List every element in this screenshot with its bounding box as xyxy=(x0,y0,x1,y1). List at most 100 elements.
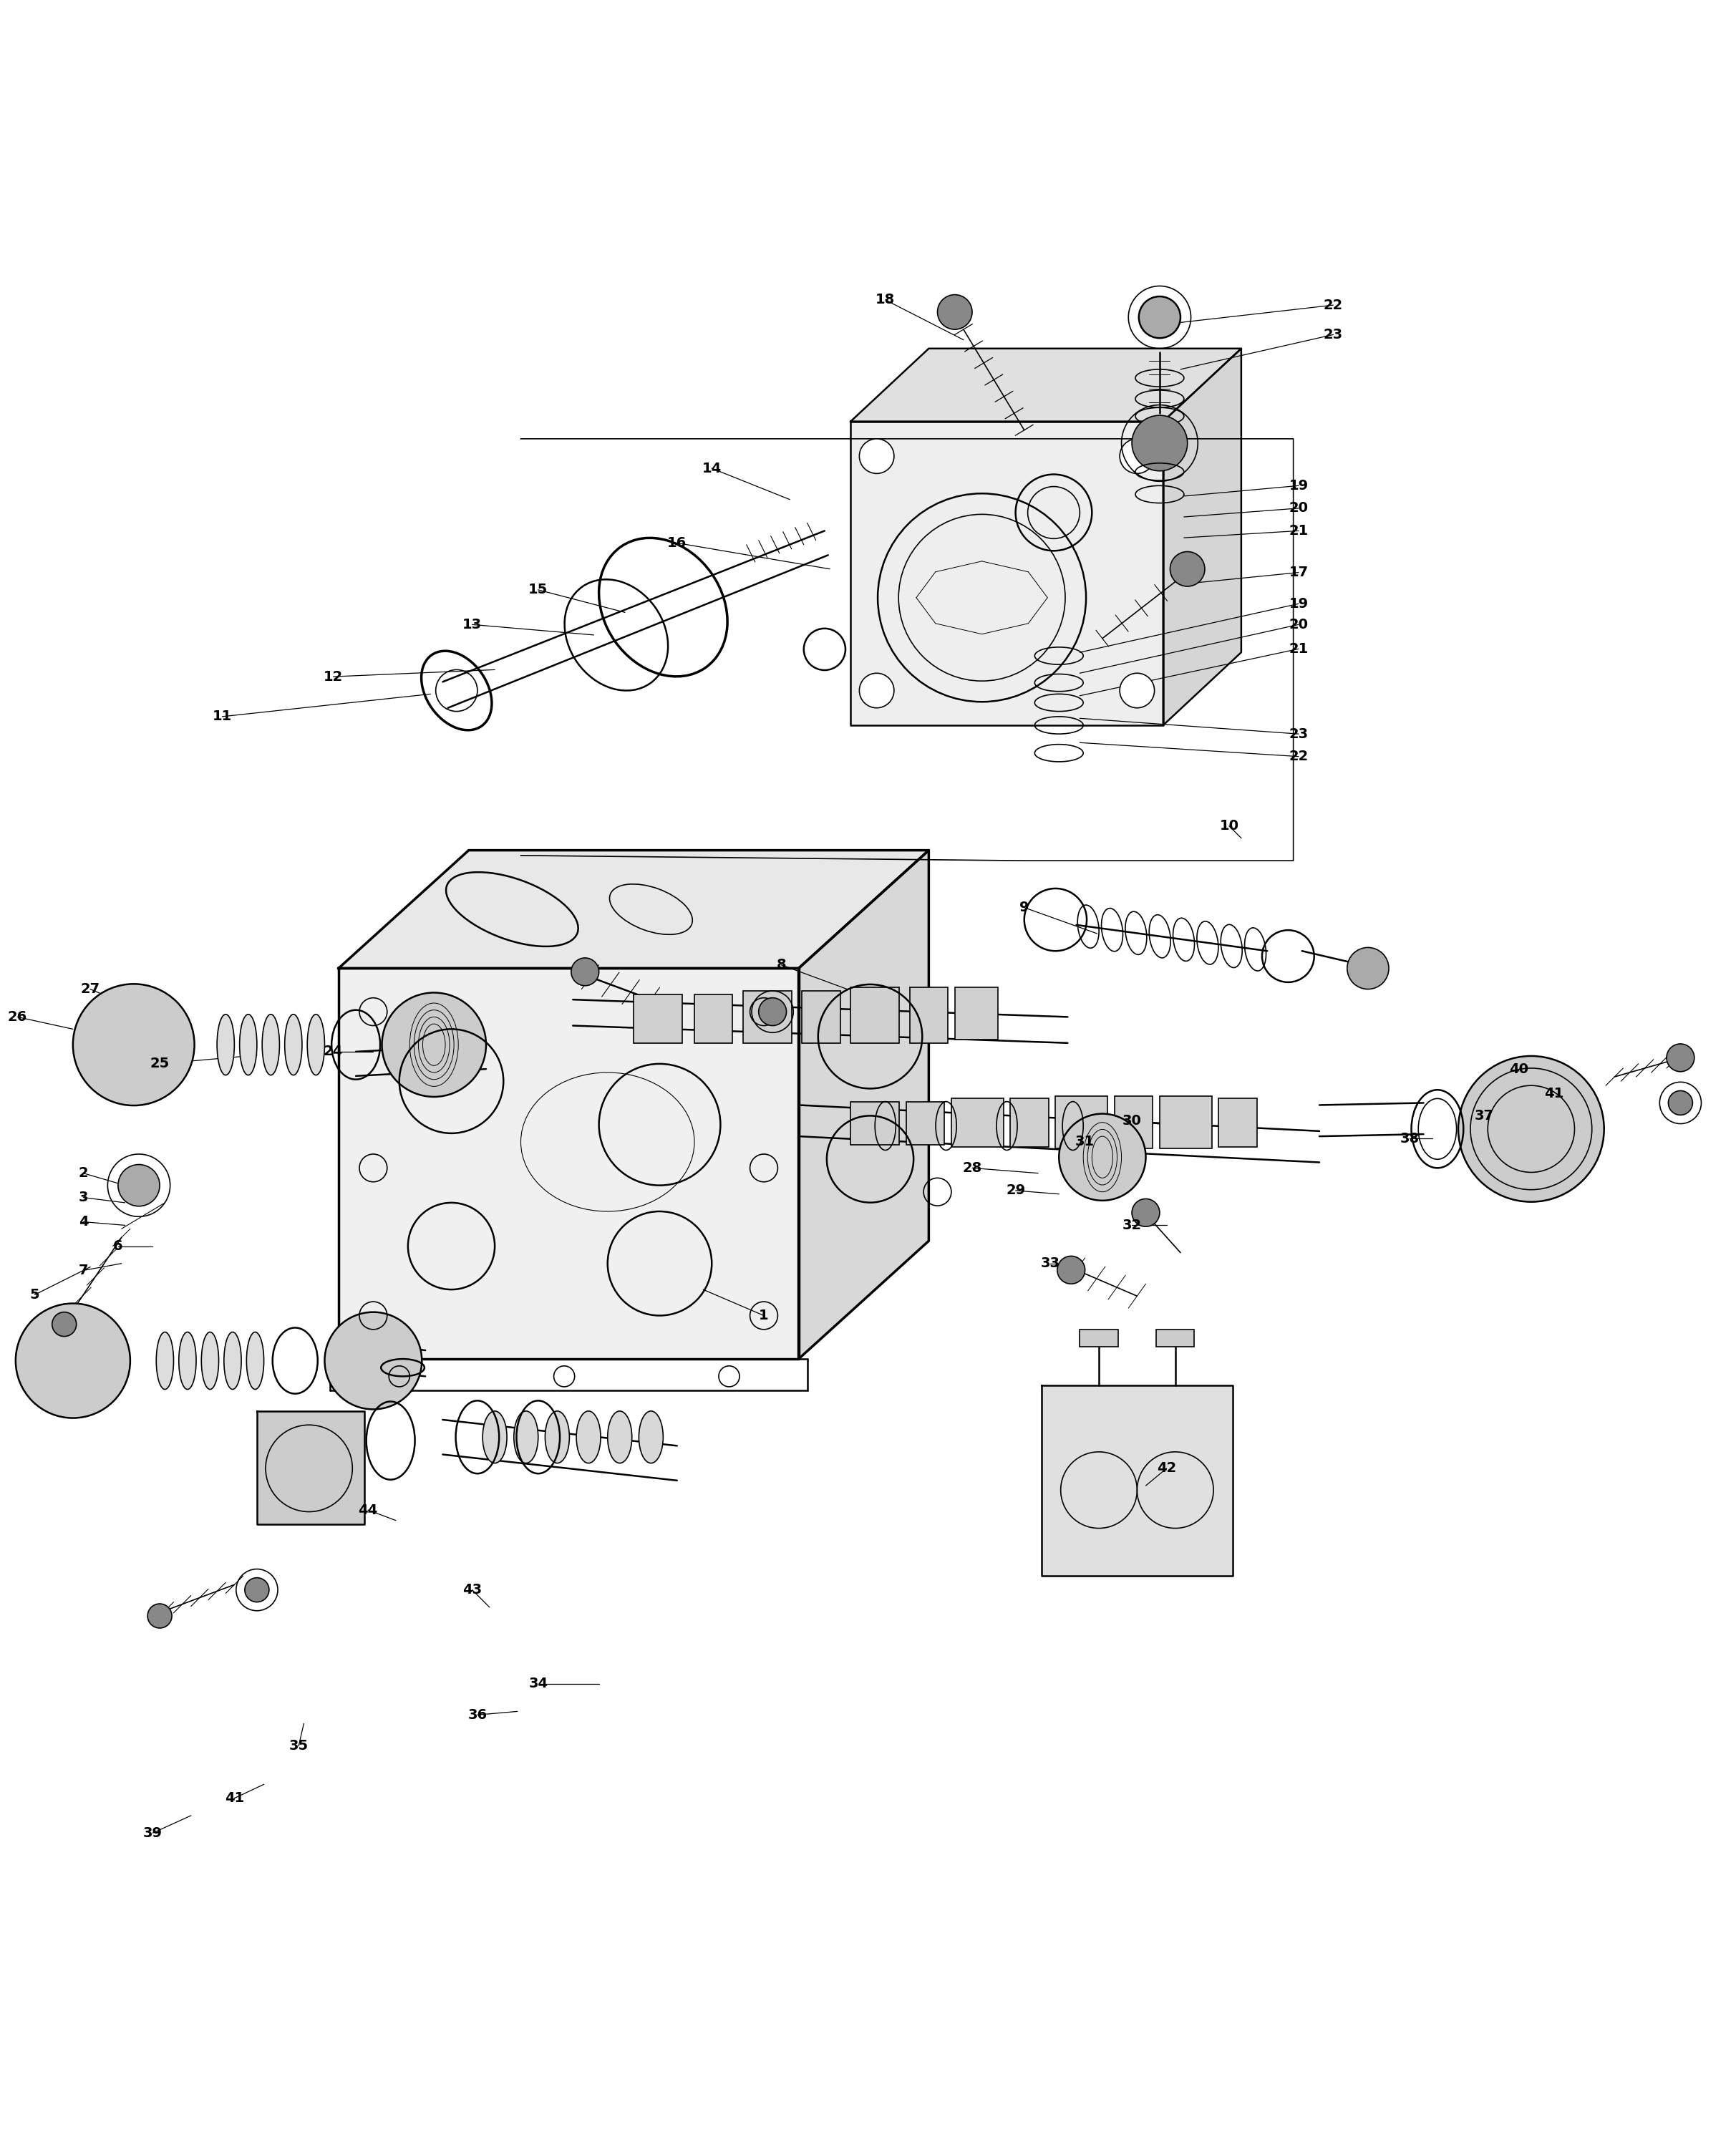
Ellipse shape xyxy=(156,1332,174,1390)
Circle shape xyxy=(1347,948,1389,989)
Ellipse shape xyxy=(262,1015,279,1075)
Text: 8: 8 xyxy=(776,959,786,972)
Text: 17: 17 xyxy=(1288,566,1309,579)
Text: 5: 5 xyxy=(30,1287,40,1302)
Circle shape xyxy=(325,1313,422,1409)
Bar xyxy=(1080,1330,1118,1347)
Text: 44: 44 xyxy=(358,1504,378,1517)
Ellipse shape xyxy=(285,1015,302,1075)
Text: 4: 4 xyxy=(78,1214,89,1229)
Ellipse shape xyxy=(639,1411,663,1463)
Ellipse shape xyxy=(247,1332,264,1390)
Circle shape xyxy=(1132,1199,1160,1227)
Circle shape xyxy=(859,674,894,708)
Text: 22: 22 xyxy=(1323,298,1344,311)
Ellipse shape xyxy=(514,1411,538,1463)
Ellipse shape xyxy=(217,1015,234,1075)
Text: 2: 2 xyxy=(78,1167,89,1180)
Text: 10: 10 xyxy=(1219,819,1240,832)
Ellipse shape xyxy=(483,1411,507,1463)
Text: 21: 21 xyxy=(1288,641,1309,656)
Text: 25: 25 xyxy=(149,1057,170,1070)
Ellipse shape xyxy=(608,1411,632,1463)
Polygon shape xyxy=(1163,347,1241,725)
Text: 15: 15 xyxy=(528,583,549,596)
Text: 16: 16 xyxy=(667,536,687,549)
Polygon shape xyxy=(1042,1386,1233,1577)
Circle shape xyxy=(1139,296,1180,339)
Text: 7: 7 xyxy=(78,1263,89,1276)
Circle shape xyxy=(1667,1045,1694,1072)
Circle shape xyxy=(1059,1113,1146,1201)
Ellipse shape xyxy=(576,1411,601,1463)
Bar xyxy=(910,987,948,1042)
Text: 20: 20 xyxy=(1288,502,1309,515)
Circle shape xyxy=(1057,1257,1085,1285)
Text: 31: 31 xyxy=(1075,1135,1095,1150)
Bar xyxy=(1219,1098,1257,1148)
Bar xyxy=(1055,1096,1108,1148)
Text: 1: 1 xyxy=(759,1308,769,1321)
Circle shape xyxy=(1668,1090,1693,1115)
Circle shape xyxy=(937,294,972,330)
Bar xyxy=(802,991,840,1042)
Text: 14: 14 xyxy=(701,461,722,474)
Bar xyxy=(906,1103,944,1145)
Circle shape xyxy=(1170,551,1205,586)
Text: 9: 9 xyxy=(1019,901,1029,914)
Ellipse shape xyxy=(240,1015,257,1075)
Polygon shape xyxy=(339,849,929,967)
Circle shape xyxy=(52,1313,76,1336)
Bar xyxy=(1156,1330,1194,1347)
Text: 27: 27 xyxy=(80,982,101,995)
Bar xyxy=(851,1103,899,1145)
Polygon shape xyxy=(257,1411,365,1523)
Text: 23: 23 xyxy=(1323,328,1344,341)
Text: 38: 38 xyxy=(1399,1133,1420,1145)
Text: 19: 19 xyxy=(1288,478,1309,493)
Text: 26: 26 xyxy=(7,1010,28,1023)
Circle shape xyxy=(16,1304,130,1418)
Text: 36: 36 xyxy=(467,1707,488,1722)
Ellipse shape xyxy=(545,1411,569,1463)
Text: 32: 32 xyxy=(1121,1218,1142,1231)
Ellipse shape xyxy=(307,1015,325,1075)
Text: 6: 6 xyxy=(113,1240,123,1253)
Bar xyxy=(851,987,899,1042)
Text: 39: 39 xyxy=(142,1825,163,1840)
Text: 20: 20 xyxy=(1288,618,1309,631)
Text: 29: 29 xyxy=(1005,1184,1026,1197)
Ellipse shape xyxy=(201,1332,219,1390)
Text: 11: 11 xyxy=(212,710,233,723)
Bar xyxy=(951,1098,1003,1148)
Text: 42: 42 xyxy=(1156,1461,1177,1476)
Text: 33: 33 xyxy=(1040,1257,1061,1270)
Bar xyxy=(743,991,792,1042)
Circle shape xyxy=(859,440,894,474)
Text: 40: 40 xyxy=(1509,1062,1529,1077)
Text: 30: 30 xyxy=(1121,1113,1142,1128)
Circle shape xyxy=(1120,674,1154,708)
Text: 21: 21 xyxy=(1288,523,1309,538)
Text: 34: 34 xyxy=(528,1677,549,1690)
Text: 43: 43 xyxy=(462,1583,483,1596)
Bar xyxy=(955,987,998,1040)
Text: 28: 28 xyxy=(962,1160,983,1175)
Text: 41: 41 xyxy=(1543,1088,1564,1100)
Text: 19: 19 xyxy=(1288,596,1309,611)
Bar xyxy=(634,995,682,1042)
Polygon shape xyxy=(339,967,799,1360)
Bar xyxy=(1160,1096,1212,1148)
Circle shape xyxy=(245,1579,269,1602)
Bar xyxy=(1115,1096,1153,1148)
Text: 3: 3 xyxy=(78,1190,89,1203)
Polygon shape xyxy=(851,347,1241,420)
Text: 37: 37 xyxy=(1474,1109,1495,1122)
Text: 13: 13 xyxy=(462,618,483,631)
Polygon shape xyxy=(799,849,929,1360)
Text: 24: 24 xyxy=(323,1045,344,1057)
Text: 18: 18 xyxy=(875,294,896,307)
Text: 41: 41 xyxy=(224,1791,245,1806)
Text: 12: 12 xyxy=(323,669,344,684)
Circle shape xyxy=(1458,1055,1604,1201)
